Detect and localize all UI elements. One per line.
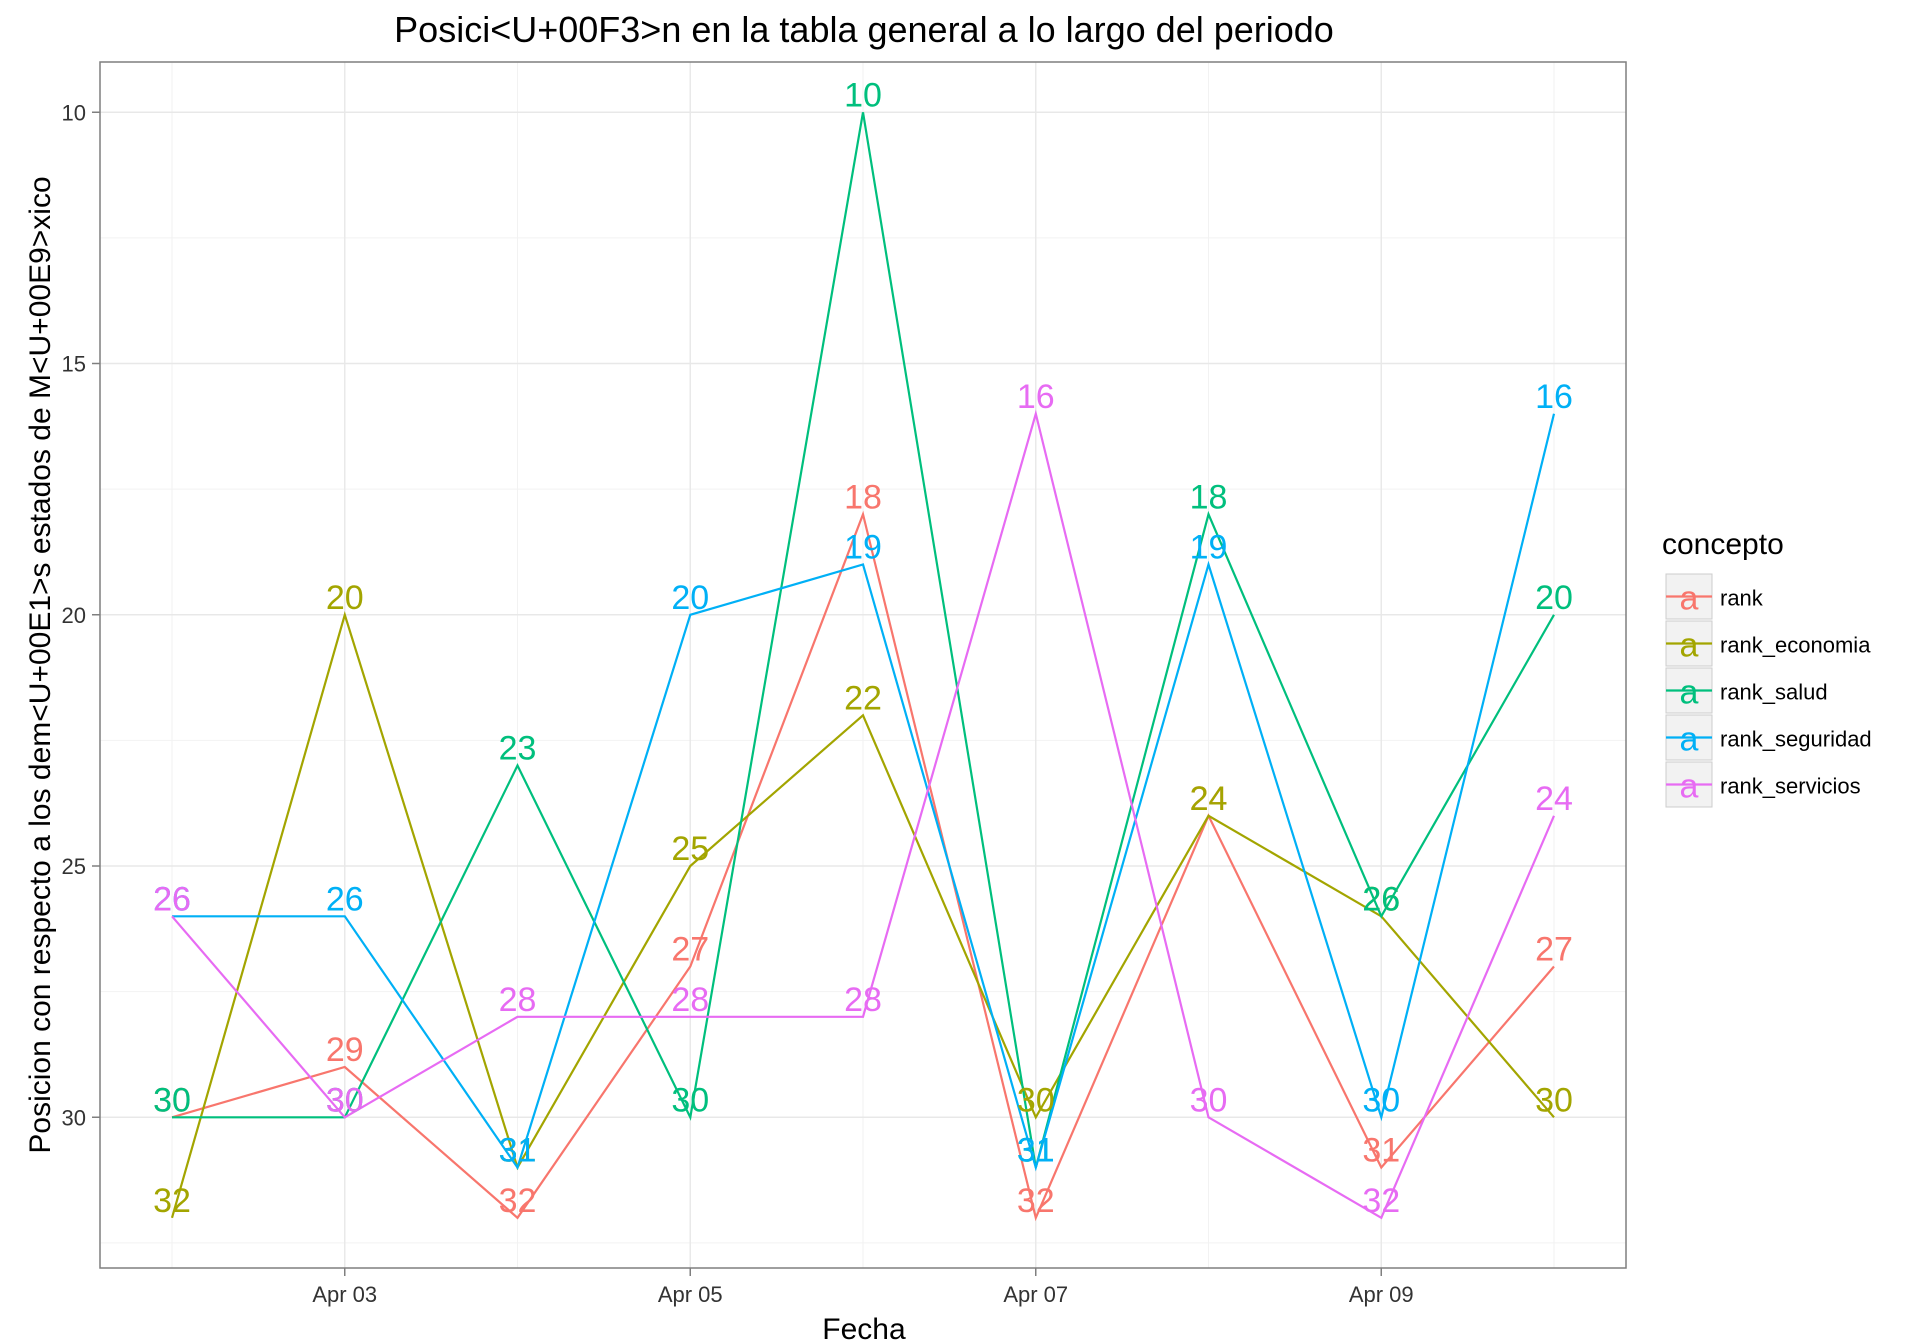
data-label: 26 — [1362, 880, 1400, 918]
data-label: 26 — [153, 880, 191, 918]
data-label: 31 — [499, 1132, 537, 1170]
data-label: 18 — [844, 478, 882, 516]
data-label: 30 — [1017, 1081, 1055, 1119]
data-label: 26 — [1362, 880, 1400, 918]
chart-title: Posici<U+00F3>n en la tabla general a lo… — [394, 9, 1334, 50]
data-label: 19 — [844, 529, 882, 567]
data-label: 27 — [671, 931, 709, 969]
x-tick-label: Apr 05 — [658, 1282, 723, 1307]
data-label: 24 — [1535, 780, 1573, 818]
legend-label: rank_seguridad — [1720, 727, 1872, 752]
legend-title: concepto — [1662, 528, 1784, 561]
data-label: 30 — [326, 1081, 364, 1119]
legend-label: rank — [1720, 586, 1764, 611]
data-label: 32 — [499, 1182, 537, 1220]
legend-label: rank_salud — [1720, 680, 1828, 705]
legend-item-rank_seguridad: a rank_seguridad — [1665, 714, 1872, 761]
legend-label: rank_economia — [1720, 633, 1871, 658]
data-label: 20 — [326, 579, 364, 617]
legend-label: rank_servicios — [1720, 774, 1861, 799]
data-label: 28 — [844, 981, 882, 1019]
data-label: 19 — [1190, 529, 1228, 567]
data-label: 10 — [844, 76, 882, 114]
data-label: 24 — [1190, 780, 1228, 818]
y-tick-label: 25 — [62, 854, 86, 879]
data-label: 30 — [1535, 1081, 1573, 1119]
data-label: 30 — [326, 1081, 364, 1119]
data-label: 26 — [326, 880, 364, 918]
data-label: 28 — [499, 981, 537, 1019]
legend-item-rank: a rank — [1665, 573, 1764, 620]
data-label: 30 — [671, 1081, 709, 1119]
data-label: 30 — [153, 1081, 191, 1119]
series-line-rank — [171, 510, 1555, 1222]
data-label: 32 — [153, 1182, 191, 1220]
legend-item-rank_servicios: a rank_servicios — [1665, 761, 1861, 808]
data-label: 30 — [153, 1081, 191, 1119]
legend-key-glyph: a — [1680, 674, 1699, 712]
data-label: 26 — [153, 880, 191, 918]
data-label: 24 — [1190, 780, 1228, 818]
data-labels: 30 29 32 27 18 32 24 31 27 32 20 31 25 22 30 24 26 30 30 30… — [153, 76, 1573, 1220]
data-label: 31 — [1362, 1132, 1400, 1170]
series-line-rank_servicios — [171, 409, 1556, 1220]
data-label: 22 — [844, 679, 882, 717]
data-label: 31 — [1017, 1132, 1055, 1170]
x-axis: Apr 03 Apr 05 Apr 07 Apr 09 — [312, 1268, 1414, 1307]
data-label: 31 — [499, 1132, 537, 1170]
legend-key-glyph: a — [1680, 580, 1699, 618]
y-axis: 10 15 20 25 30 — [62, 100, 100, 1130]
legend-item-rank_economia: a rank_economia — [1665, 620, 1871, 667]
y-tick-label: 15 — [62, 352, 86, 377]
x-tick-label: Apr 03 — [312, 1282, 377, 1307]
data-label: 28 — [671, 981, 709, 1019]
data-label: 32 — [1362, 1182, 1400, 1220]
legend-key-glyph: a — [1680, 627, 1699, 665]
x-tick-label: Apr 09 — [1349, 1282, 1414, 1307]
data-label: 18 — [1190, 478, 1228, 516]
data-label: 30 — [1190, 1081, 1228, 1119]
y-axis-title: Posicion con respecto a los dem<U+00E1>s… — [24, 176, 57, 1153]
data-label: 20 — [1535, 579, 1573, 617]
legend-key-glyph: a — [1680, 721, 1699, 759]
legend-key-glyph: a — [1680, 768, 1699, 806]
y-tick-label: 20 — [62, 603, 86, 628]
data-label: 31 — [1017, 1132, 1055, 1170]
data-label: 25 — [671, 830, 709, 868]
plot-border — [99, 61, 1627, 1269]
data-label: 29 — [326, 1031, 364, 1069]
y-tick-label: 30 — [62, 1105, 86, 1130]
data-label: 16 — [1017, 378, 1055, 416]
legend-item-rank_salud: a rank_salud — [1665, 667, 1828, 714]
data-label: 30 — [1362, 1081, 1400, 1119]
data-label: 23 — [499, 730, 537, 768]
data-label: 27 — [1535, 931, 1573, 969]
series-lines — [170, 112, 1556, 1222]
data-label: 20 — [671, 579, 709, 617]
y-tick-label: 10 — [62, 100, 86, 125]
data-label: 32 — [1017, 1182, 1055, 1220]
series-line-rank_seguridad — [172, 413, 1556, 1172]
x-tick-label: Apr 07 — [1003, 1282, 1068, 1307]
data-label: 16 — [1535, 378, 1573, 416]
x-axis-title: Fecha — [822, 1313, 906, 1344]
series-line-rank_economia — [170, 610, 1555, 1219]
